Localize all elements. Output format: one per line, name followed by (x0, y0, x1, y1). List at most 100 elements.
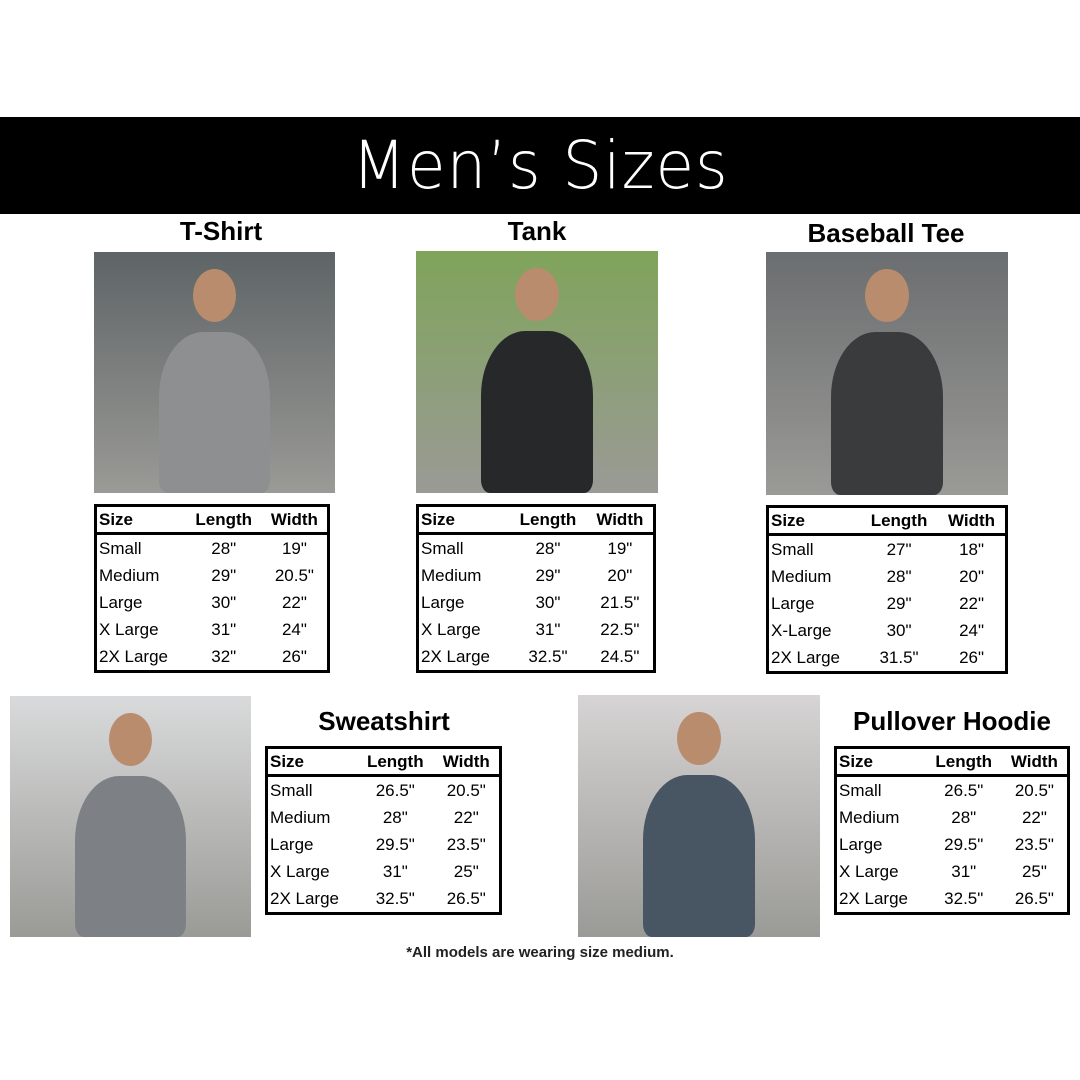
column-header-width: Width (586, 505, 655, 535)
cell-width: 21.5" (600, 592, 640, 612)
cell-size: X-Large (771, 620, 832, 640)
table-header-row: Size Length Width (767, 506, 1007, 536)
table-row: Medium 28" 22" (836, 804, 1069, 831)
cell-size: Large (421, 592, 465, 612)
cell-length: 28" (535, 538, 561, 558)
cell-width: 20.5" (446, 780, 486, 800)
cell-length: 30" (211, 592, 237, 612)
cell-width: 22" (453, 807, 479, 827)
tank-model-photo (416, 251, 658, 493)
cell-size: Small (839, 780, 882, 800)
cell-length: 31" (535, 619, 561, 639)
cell-size: Small (771, 539, 814, 559)
footnote: *All models are wearing size medium. (406, 944, 674, 961)
cell-size: X Large (99, 619, 159, 639)
cell-size: X Large (270, 861, 330, 881)
baseball-tee-model-photo (766, 252, 1008, 495)
table-row: X Large 31" 22.5" (418, 616, 655, 643)
table-row: Large 30" 21.5" (418, 589, 655, 616)
cell-length: 29.5" (944, 834, 984, 854)
cell-size: Large (771, 593, 815, 613)
table-header-row: Size Length Width (266, 747, 501, 777)
cell-size: X Large (839, 861, 899, 881)
tank-size-table: Size Length Width Small 28" 19" Medium 29" 20" La… (416, 504, 656, 673)
table-row: 2X Large 32.5" 24.5" (418, 643, 655, 672)
cell-length: 30" (886, 620, 912, 640)
sweatshirt-title: Sweatshirt (318, 706, 450, 736)
cell-length: 26.5" (944, 780, 984, 800)
table-header-row: Size Length Width (835, 747, 1069, 777)
cell-width: 26" (959, 647, 985, 667)
cell-width: 24.5" (600, 646, 640, 666)
cell-size: 2X Large (99, 646, 168, 666)
cell-length: 29" (886, 593, 912, 613)
cell-width: 24" (281, 619, 307, 639)
cell-length: 29" (535, 565, 561, 585)
cell-size: Large (839, 834, 883, 854)
cell-length: 31" (951, 861, 977, 881)
cell-width: 19" (281, 538, 307, 558)
table-row: Small 27" 18" (768, 535, 1007, 564)
column-header-size: Size (835, 747, 926, 777)
cell-length: 28" (382, 807, 408, 827)
cell-length: 31" (382, 861, 408, 881)
table-row: X Large 31" 25" (267, 858, 501, 885)
table-row: X Large 31" 25" (836, 858, 1069, 885)
cell-length: 32.5" (944, 888, 984, 908)
cell-width: 22" (281, 592, 307, 612)
cell-length: 28" (211, 538, 237, 558)
cell-width: 26.5" (446, 888, 486, 908)
table-row: Large 29" 22" (768, 590, 1007, 617)
cell-width: 19" (607, 538, 633, 558)
cell-size: Large (270, 834, 314, 854)
cell-length: 26.5" (375, 780, 415, 800)
cell-width: 25" (1021, 861, 1047, 881)
cell-width: 20.5" (274, 565, 314, 585)
cell-size: 2X Large (771, 647, 840, 667)
cell-length: 30" (535, 592, 561, 612)
tank-title: Tank (507, 216, 567, 246)
table-header-row: Size Length Width (95, 505, 329, 535)
baseball-tee-size-table: Size Length Width Small 27" 18" Medium 28" 20" La… (766, 505, 1008, 674)
t-shirt-size-table: Size Length Width Small 28" 19" Medium 29" 20.5"… (94, 504, 330, 673)
table-row: Medium 29" 20" (418, 562, 655, 589)
cell-width: 23.5" (446, 834, 486, 854)
cell-length: 32.5" (375, 888, 415, 908)
cell-width: 26" (281, 646, 307, 666)
header-banner: Men’s Sizes (0, 117, 1080, 214)
cell-size: Medium (270, 807, 331, 827)
cell-width: 18" (959, 539, 985, 559)
cell-size: Medium (771, 566, 832, 586)
table-row: 2X Large 32" 26" (96, 643, 329, 672)
cell-length: 32" (211, 646, 237, 666)
column-header-length: Length (859, 506, 939, 536)
cell-size: Medium (99, 565, 160, 585)
cell-size: Small (421, 538, 464, 558)
cell-width: 22" (1021, 807, 1047, 827)
cell-width: 23.5" (1014, 834, 1054, 854)
cell-length: 29" (211, 565, 237, 585)
cell-size: 2X Large (839, 888, 908, 908)
cell-width: 22.5" (600, 619, 640, 639)
table-row: Large 30" 22" (96, 589, 329, 616)
cell-length: 27" (886, 539, 912, 559)
column-header-length: Length (357, 747, 434, 777)
cell-width: 24" (959, 620, 985, 640)
pullover-hoodie-title: Pullover Hoodie (853, 706, 1051, 736)
column-header-size: Size (417, 505, 510, 535)
cell-size: Large (99, 592, 143, 612)
cell-width: 26.5" (1014, 888, 1054, 908)
table-row: 2X Large 31.5" 26" (768, 644, 1007, 673)
table-row: Medium 28" 22" (267, 804, 501, 831)
table-header-row: Size Length Width (417, 505, 655, 535)
table-row: X-Large 30" 24" (768, 617, 1007, 644)
cell-width: 20" (607, 565, 633, 585)
table-row: 2X Large 32.5" 26.5" (836, 885, 1069, 914)
cell-width: 20.5" (1014, 780, 1054, 800)
sweatshirt-size-table: Size Length Width Small 26.5" 20.5" Medium 28" 2… (265, 746, 502, 915)
table-row: Medium 29" 20.5" (96, 562, 329, 589)
cell-size: 2X Large (270, 888, 339, 908)
cell-length: 31" (211, 619, 237, 639)
t-shirt-title: T-Shirt (179, 216, 263, 246)
table-row: 2X Large 32.5" 26.5" (267, 885, 501, 914)
